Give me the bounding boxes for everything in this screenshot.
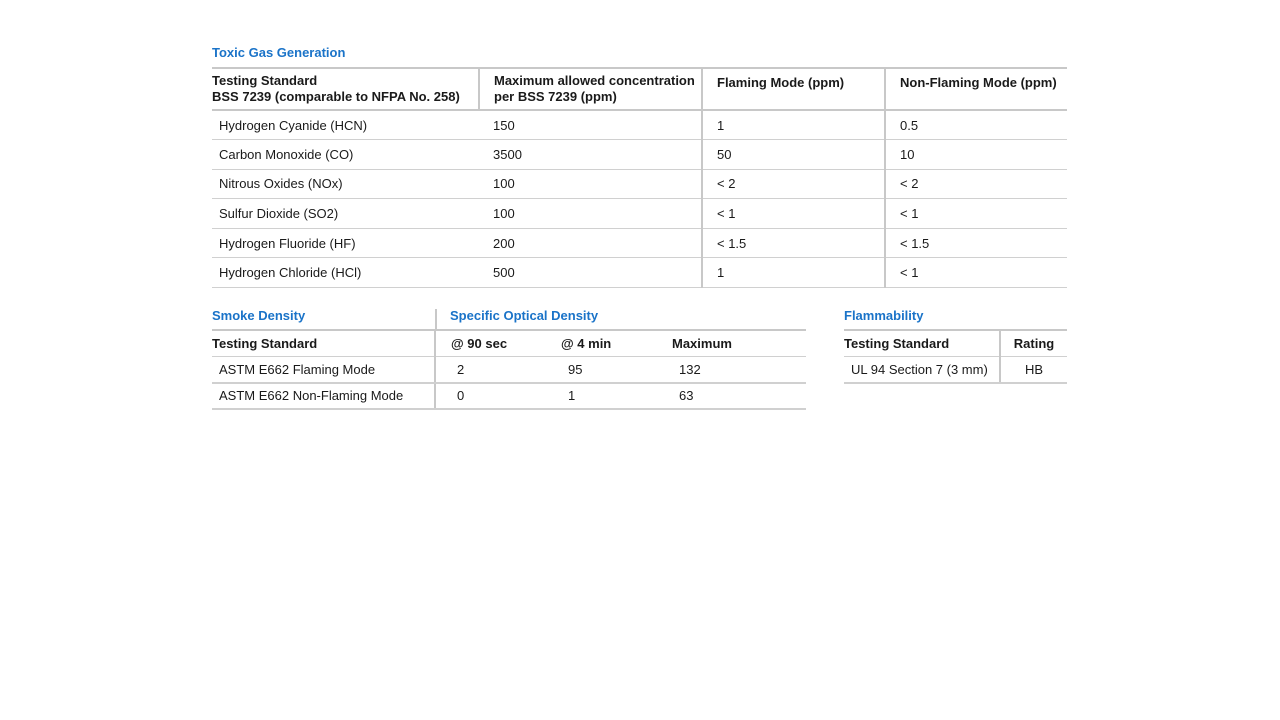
table-cell: 50 (702, 139, 886, 170)
table-cell: Nitrous Oxides (NOx) (212, 169, 479, 200)
table-cell: < 1 (885, 257, 1067, 289)
table-cell: 1 (702, 257, 886, 289)
header-line: per BSS 7239 (ppm) (494, 89, 617, 104)
header-testing-standard: Testing Standard (212, 330, 436, 357)
table-cell: 132 (658, 356, 806, 384)
toxic-gas-title: Toxic Gas Generation (212, 45, 346, 60)
table-cell: Hydrogen Fluoride (HF) (212, 228, 479, 259)
table-row: Carbon Monoxide (CO) 3500 50 10 (212, 139, 1067, 170)
table-cell: ASTM E662 Non-Flaming Mode (212, 382, 436, 410)
table-cell: Hydrogen Chloride (HCl) (212, 257, 479, 289)
header-maximum: Maximum (658, 330, 806, 357)
table-cell: 95 (547, 356, 658, 384)
table-row: ASTM E662 Non-Flaming Mode 0 1 63 (212, 382, 806, 410)
table-cell: 0 (435, 382, 547, 410)
table-row: Hydrogen Chloride (HCl) 500 1 < 1 (212, 257, 1067, 289)
header-90-sec: @ 90 sec (435, 330, 547, 357)
table-cell: UL 94 Section 7 (3 mm) (844, 356, 1001, 384)
table-cell: < 1 (702, 198, 886, 229)
table-cell: 10 (885, 139, 1067, 170)
table-cell: 3500 (479, 139, 703, 170)
table-cell: 1 (702, 110, 886, 141)
table-header-row: Testing Standard BSS 7239 (comparable to … (212, 68, 1067, 111)
table-cell: HB (1000, 356, 1067, 384)
table-cell: Hydrogen Cyanide (HCN) (212, 110, 479, 141)
header-testing-standard: Testing Standard (844, 330, 1001, 357)
flammability-table: Testing Standard Rating UL 94 Section 7 … (844, 329, 1067, 384)
header-line: Maximum allowed concentration (494, 73, 695, 88)
table-cell: < 1.5 (885, 228, 1067, 259)
table-header-row: Testing Standard Rating (844, 330, 1067, 357)
smoke-density-title: Smoke Density (212, 308, 306, 323)
table-header-row: Testing Standard @ 90 sec @ 4 min Maximu… (212, 330, 806, 357)
table-cell: < 1.5 (702, 228, 886, 259)
header-4-min: @ 4 min (547, 330, 658, 357)
table-cell: 100 (479, 169, 703, 200)
table-row: Hydrogen Cyanide (HCN) 150 1 0.5 (212, 110, 1067, 141)
table-cell: Sulfur Dioxide (SO2) (212, 198, 479, 229)
table-cell: 1 (547, 382, 658, 410)
table-cell: 150 (479, 110, 703, 141)
table-cell: 2 (435, 356, 547, 384)
table-cell: ASTM E662 Flaming Mode (212, 356, 436, 384)
flammability-title: Flammability (844, 308, 924, 323)
header-line: Testing Standard (212, 73, 318, 88)
table-row: Nitrous Oxides (NOx) 100 < 2 < 2 (212, 169, 1067, 200)
table-cell: 100 (479, 198, 703, 229)
table-row: UL 94 Section 7 (3 mm) HB (844, 356, 1067, 384)
header-rating: Rating (1000, 330, 1067, 357)
toxic-gas-table: Testing Standard BSS 7239 (comparable to … (212, 67, 1067, 289)
table-cell: Carbon Monoxide (CO) (212, 139, 479, 170)
header-non-flaming: Non-Flaming Mode (ppm) (885, 68, 1067, 111)
table-cell: 200 (479, 228, 703, 259)
table-cell: < 1 (885, 198, 1067, 229)
table-row: ASTM E662 Flaming Mode 2 95 132 (212, 356, 806, 384)
smoke-density-table: Testing Standard @ 90 sec @ 4 min Maximu… (212, 329, 806, 410)
table-row: Hydrogen Fluoride (HF) 200 < 1.5 < 1.5 (212, 228, 1067, 259)
table-cell: < 2 (885, 169, 1067, 200)
header-line: BSS 7239 (comparable to NFPA No. 258) (212, 89, 460, 104)
divider (435, 309, 437, 330)
table-cell: 500 (479, 257, 703, 289)
table-cell: < 2 (702, 169, 886, 200)
table-row: Sulfur Dioxide (SO2) 100 < 1 < 1 (212, 198, 1067, 229)
table-cell: 0.5 (885, 110, 1067, 141)
header-flaming: Flaming Mode (ppm) (702, 68, 886, 111)
header-testing-standard: Testing Standard BSS 7239 (comparable to … (212, 68, 480, 111)
header-max-concentration: Maximum allowed concentration per BSS 723… (479, 68, 703, 111)
table-cell: 63 (658, 382, 806, 410)
optical-density-title: Specific Optical Density (450, 308, 599, 323)
